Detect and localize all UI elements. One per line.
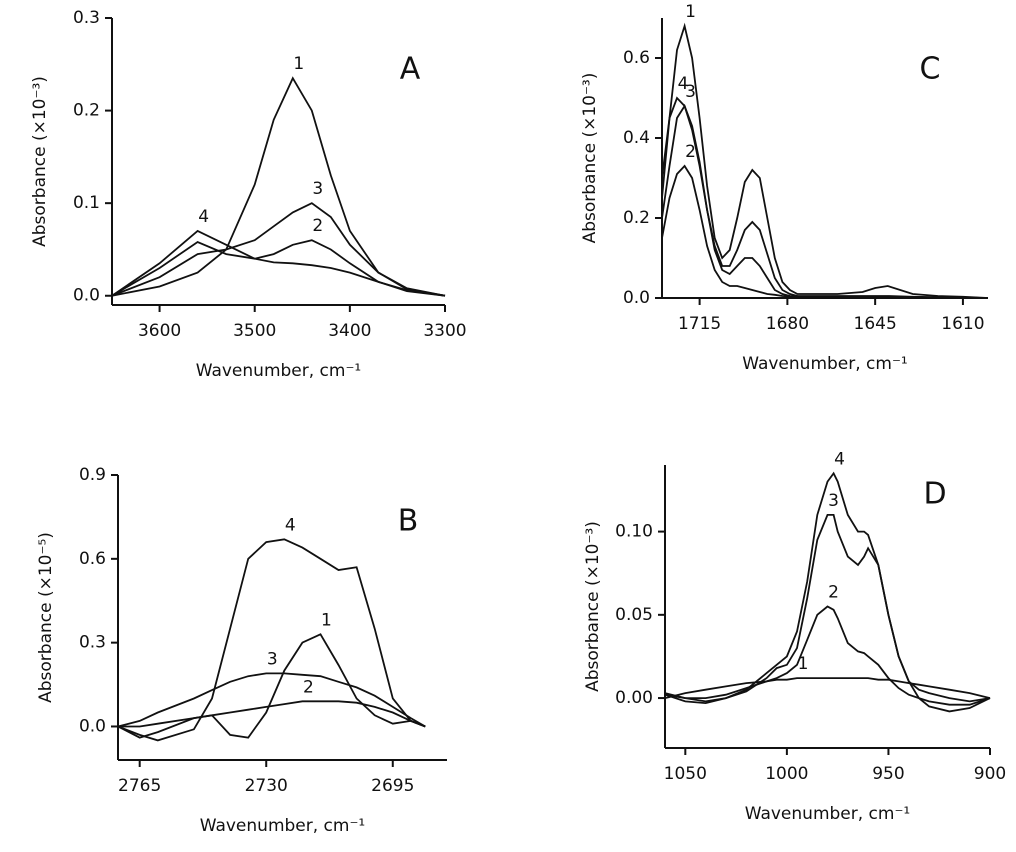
spectrum-line <box>664 677 991 699</box>
x-tick-label: 3300 <box>423 321 466 341</box>
curve-label: 2 <box>312 216 323 236</box>
x-tick-label: 3600 <box>138 321 181 341</box>
panel-title: B <box>398 504 419 539</box>
x-axis-label: Wavenumber, cm⁻¹ <box>200 816 366 836</box>
curve-label: 1 <box>798 654 809 674</box>
curve-label: 4 <box>834 449 845 469</box>
y-tick-label: 0.0 <box>623 288 650 308</box>
x-tick-label: 2695 <box>371 776 414 796</box>
x-tick-label: 2730 <box>245 776 288 796</box>
x-axis-label: Wavenumber, cm⁻¹ <box>196 361 362 381</box>
curve-label: 4 <box>198 207 209 227</box>
curve-label: 3 <box>312 179 323 199</box>
spectrum-line <box>117 672 426 728</box>
x-tick-label: 1680 <box>766 314 809 334</box>
panel-title: D <box>923 477 946 512</box>
x-tick-label: 3400 <box>328 321 371 341</box>
x-tick-label: 950 <box>872 764 904 784</box>
spectrum-line <box>118 700 426 728</box>
x-tick-label: 1645 <box>854 314 897 334</box>
panel-title: C <box>920 52 941 87</box>
curve-label: 3 <box>828 491 839 511</box>
curve-label: 4 <box>678 74 689 94</box>
y-axis-label: Absorbance (×10⁻⁵) <box>36 532 56 703</box>
y-tick-label: 0.2 <box>623 208 650 228</box>
curve-label: 1 <box>685 2 696 22</box>
spectrum-line <box>661 96 989 299</box>
spectrum-line <box>117 633 426 739</box>
panel-title: A <box>400 52 421 87</box>
curve-label: 3 <box>267 649 278 669</box>
y-tick-label: 0.05 <box>615 605 653 625</box>
x-axis-label: Wavenumber, cm⁻¹ <box>742 354 908 374</box>
curve-label: 4 <box>285 515 296 535</box>
y-tick-label: 0.3 <box>79 633 106 653</box>
y-tick-label: 0.9 <box>79 465 106 485</box>
curve-label: 2 <box>828 583 839 603</box>
curve-label: 3 <box>685 82 696 102</box>
curve-label: 1 <box>293 54 304 74</box>
x-tick-label: 3500 <box>233 321 276 341</box>
x-tick-label: 1715 <box>678 314 721 334</box>
spectrum-line <box>664 471 991 705</box>
y-tick-label: 0.4 <box>623 128 650 148</box>
x-tick-label: 1000 <box>765 764 808 784</box>
y-tick-label: 0.1 <box>73 193 100 213</box>
spectrum-line <box>661 22 989 299</box>
y-tick-label: 0.0 <box>73 286 100 306</box>
y-axis-label: Absorbance (×10⁻³) <box>583 521 603 692</box>
spectrum-line <box>664 605 991 706</box>
spectrum-line <box>664 514 991 713</box>
curve-label: 1 <box>321 610 332 630</box>
y-axis-label: Absorbance (×10⁻³) <box>30 76 50 247</box>
spectrum-line <box>117 538 426 742</box>
curve-label: 2 <box>685 142 696 162</box>
y-tick-label: 0.3 <box>73 8 100 28</box>
curve-label: 2 <box>303 677 314 697</box>
spectrum-line <box>111 229 446 297</box>
y-tick-label: 0.6 <box>79 549 106 569</box>
x-tick-label: 900 <box>974 764 1006 784</box>
x-tick-label: 1050 <box>664 764 707 784</box>
x-axis-label: Wavenumber, cm⁻¹ <box>745 804 911 824</box>
y-axis-label: Absorbance (×10⁻³) <box>580 73 600 244</box>
y-tick-label: 0.0 <box>79 716 106 736</box>
spectrum-line <box>111 202 446 297</box>
y-tick-label: 0.6 <box>623 48 650 68</box>
y-tick-label: 0.00 <box>615 688 653 708</box>
y-tick-label: 0.10 <box>615 522 653 542</box>
spectrum-line <box>661 103 989 299</box>
x-tick-label: 2765 <box>118 776 161 796</box>
x-tick-label: 1610 <box>941 314 984 334</box>
y-tick-label: 0.2 <box>73 101 100 121</box>
